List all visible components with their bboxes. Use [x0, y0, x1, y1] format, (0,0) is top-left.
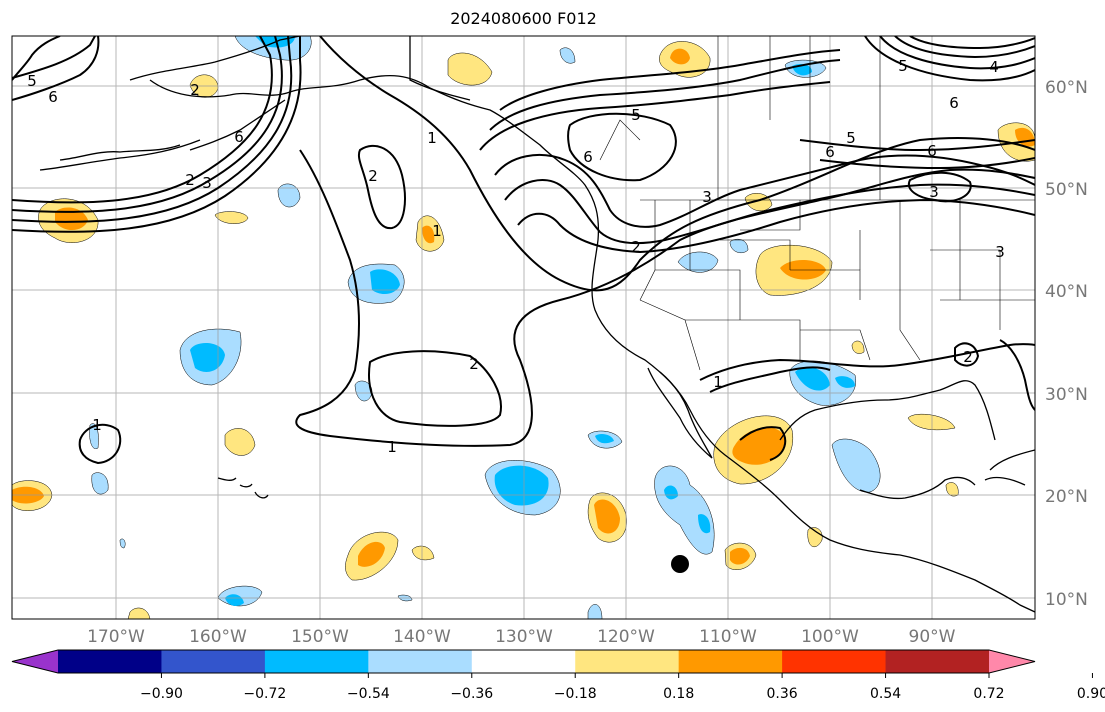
lon-label: 170°W	[87, 627, 145, 647]
colorbar-tick-label: 0.36	[767, 686, 798, 702]
colorbar-segment	[885, 650, 990, 673]
positive-shading	[12, 41, 1035, 619]
colorbar: −0.90 −0.72 −0.54 −0.36 −0.18 0.18 0.36 0.54 0.7…	[11, 649, 1105, 702]
lat-label: 20°N	[1045, 487, 1088, 507]
contour-label: 1	[713, 373, 723, 391]
colorbar-segment	[471, 650, 576, 673]
contour-label: 5	[846, 129, 856, 147]
lon-label: 130°W	[495, 627, 553, 647]
lat-label: 10°N	[1045, 590, 1088, 610]
colorbar-tick-label: −0.72	[243, 686, 286, 702]
colorbar-tick-label: −0.18	[554, 686, 597, 702]
contour-label: 1	[387, 438, 397, 456]
colorbar-segment	[782, 650, 887, 673]
lat-label: 60°N	[1045, 78, 1088, 98]
colorbar-segment	[161, 650, 266, 673]
lat-axis: 60°N 50°N 40°N 30°N 20°N 10°N	[1045, 78, 1088, 610]
negative-shading	[89, 36, 881, 619]
lat-label: 40°N	[1045, 282, 1088, 302]
contour-label: 3	[929, 183, 939, 201]
colorbar-segment	[678, 650, 783, 673]
contour-label: 2	[368, 167, 378, 185]
lon-label: 90°W	[909, 627, 956, 647]
contour-label: 2	[190, 81, 200, 99]
colorbar-segment	[58, 650, 162, 673]
contour-label: 5	[27, 72, 37, 90]
contour-lines	[12, 36, 1035, 465]
lon-label: 140°W	[393, 627, 451, 647]
lon-label: 110°W	[699, 627, 757, 647]
colorbar-tick-label: −0.54	[347, 686, 390, 702]
colorbar-tick-label: 0.54	[870, 686, 901, 702]
contour-label: 1	[92, 416, 102, 434]
state-borders	[599, 36, 1035, 371]
colorbar-outline	[11, 649, 1036, 674]
colorbar-extend-high	[989, 650, 1035, 673]
colorbar-segment	[264, 650, 369, 673]
contour-label: 1	[427, 129, 437, 147]
contour-label: 2	[631, 238, 641, 256]
colorbar-tick-label: 0.18	[663, 686, 694, 702]
contour-label: 3	[995, 243, 1005, 261]
coastlines	[39, 36, 1035, 613]
colorbar-tick-label: 0.90	[1077, 686, 1105, 702]
contour-label: 2	[963, 348, 973, 366]
location-marker	[671, 555, 689, 573]
contour-labels: 6 5 2 3 6 1 2 1 2 1 5 6 3 2 5 6 3 6 4 5 …	[27, 57, 1005, 456]
lat-label: 30°N	[1045, 385, 1088, 405]
contour-label: 5	[631, 106, 641, 124]
lon-axis: 170°W 160°W 150°W 140°W 130°W 120°W 110°…	[87, 627, 956, 647]
lat-label: 50°N	[1045, 180, 1088, 200]
colorbar-segment	[368, 650, 473, 673]
lon-label: 100°W	[801, 627, 859, 647]
contour-label: 5	[898, 57, 908, 75]
colorbar-extend-low	[12, 650, 58, 673]
map-frame	[11, 35, 1036, 620]
contour-label: 3	[702, 188, 712, 206]
map-title: 2024080600 F012	[450, 9, 597, 28]
colorbar-tick-label: 0.72	[973, 686, 1004, 702]
lon-label: 120°W	[597, 627, 655, 647]
contour-label: 6	[234, 128, 244, 146]
gridlines	[12, 36, 1035, 619]
contour-label: 2	[469, 355, 479, 373]
contour-label: 6	[949, 94, 959, 112]
contour-label: 6	[48, 88, 58, 106]
contour-label: 6	[927, 142, 937, 160]
contour-label: 2	[185, 171, 195, 189]
contour-label: 6	[583, 148, 593, 166]
lon-label: 160°W	[189, 627, 247, 647]
contour-label: 1	[432, 222, 442, 240]
colorbar-segment	[575, 650, 680, 673]
colorbar-ticks: −0.90 −0.72 −0.54 −0.36 −0.18 0.18 0.36 0.54 0.7…	[140, 673, 1105, 702]
contour-label: 4	[989, 58, 999, 76]
contour-label: 6	[825, 143, 835, 161]
contour-label: 3	[202, 174, 212, 192]
lon-label: 150°W	[291, 627, 349, 647]
colorbar-tick-label: −0.90	[140, 686, 183, 702]
colorbar-tick-label: −0.36	[450, 686, 493, 702]
colorbar-segments	[11, 649, 1036, 674]
